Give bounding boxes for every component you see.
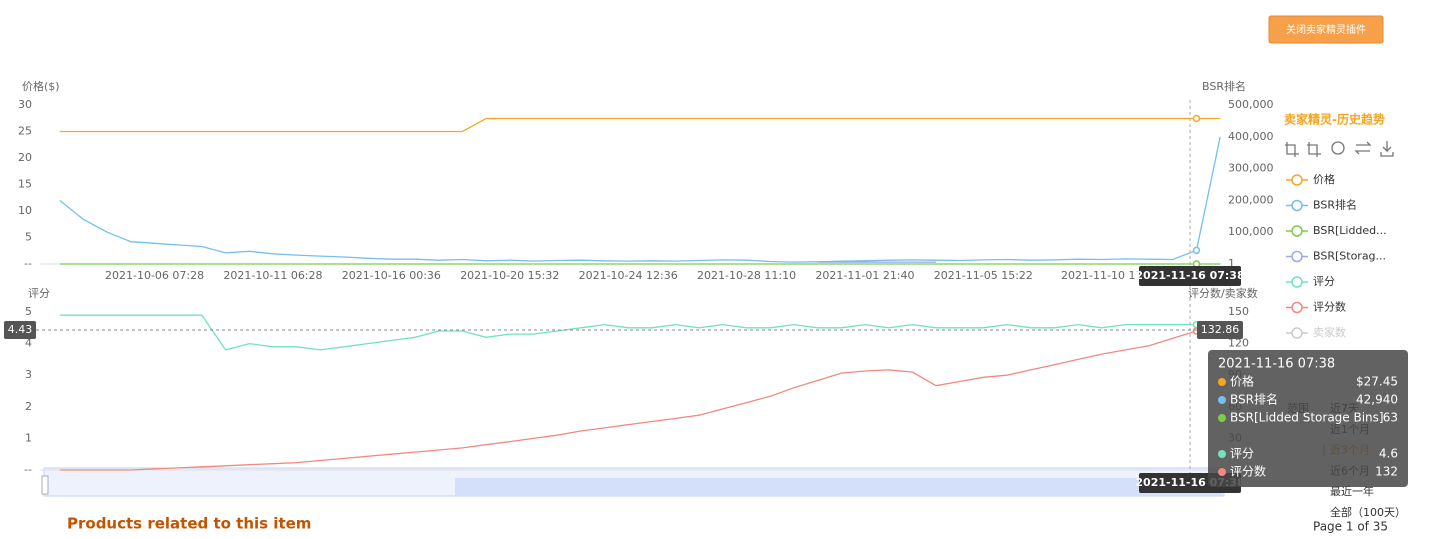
legend-icon (1291, 301, 1303, 314)
zoom-back-icon[interactable] (1307, 142, 1321, 157)
legend-icon (1291, 327, 1303, 339)
tooltip-name: 评分 (1230, 447, 1254, 461)
tooltip-dot (1218, 450, 1226, 458)
restore-icon[interactable] (1331, 141, 1345, 155)
x-tick-label: 2021-10-24 12:36 (579, 269, 678, 282)
y2-axis-name: 评分数/卖家数 (1188, 286, 1258, 300)
tooltip-dot (1218, 396, 1226, 404)
y2-tick-label: 1 (1228, 257, 1235, 270)
tooltip-dot (1218, 378, 1226, 386)
x-tick-label: 2021-10-20 15:32 (460, 269, 559, 282)
pointer-label: 2021-11-16 07:38 (1135, 269, 1244, 282)
legend-item[interactable]: 评分 (1313, 275, 1335, 288)
series-line (59, 314, 1221, 351)
series-line (59, 136, 1221, 263)
pointer-label: 132.86 (1201, 323, 1240, 336)
series-line (59, 117, 1221, 133)
y-tick-label: 15 (18, 178, 32, 191)
y2-tick-label: 500,000 (1228, 98, 1274, 111)
legend-icon (1291, 199, 1303, 212)
zoom-icon[interactable] (1285, 142, 1299, 157)
y2-axis-name: BSR排名 (1202, 79, 1246, 93)
y-tick-label: 4 (25, 337, 32, 350)
y-axis-name: 价格($) (22, 79, 60, 93)
pointer-label-bg (4, 321, 36, 340)
range-option[interactable]: 全部（100天） (1330, 505, 1406, 519)
tooltip-name: 评分数 (1230, 464, 1266, 479)
y-tick-label: 20 (18, 151, 32, 164)
hover-marker (1192, 114, 1201, 123)
x-tick-label: 2021-10-06 07:28 (105, 269, 204, 282)
tooltip-value: 42,940 (1356, 393, 1398, 407)
y-tick-label: 1 (25, 431, 32, 444)
range-option[interactable]: 最近一年 (1330, 484, 1374, 498)
tooltip (1208, 350, 1408, 487)
y-tick-label: 3 (25, 368, 32, 381)
pagination: Page 1 of 35 (1313, 520, 1388, 534)
download-icon[interactable] (1380, 141, 1394, 157)
x-tick-label: 2021-11-10 17 (1061, 269, 1142, 282)
pointer-label-bg (1139, 266, 1241, 286)
tooltip-name: BSR排名 (1230, 392, 1278, 407)
y2-tick-label: 120 (1228, 337, 1249, 350)
legend-item[interactable]: 价格 (1313, 172, 1335, 186)
y-tick-label: 10 (18, 204, 32, 217)
x-tick-label: 2021-10-11 06:28 (223, 269, 322, 282)
y-tick-label: 5 (25, 305, 32, 318)
toolbox (1285, 141, 1394, 157)
y-tick-label: 30 (18, 98, 32, 111)
x-tick-label: 2021-11-01 21:40 (815, 269, 914, 282)
x-tick-label: 2021-10-28 11:10 (697, 269, 796, 282)
legend-icon (1291, 174, 1303, 186)
y-tick-label: 25 (18, 125, 32, 138)
y2-tick-label: 100,000 (1228, 225, 1274, 238)
legend-icon (1291, 225, 1303, 237)
legend-icon (1291, 276, 1303, 288)
y-tick-label: 2 (25, 400, 32, 413)
close-button-label[interactable]: 关闭卖家精灵插件 (1286, 23, 1366, 36)
legend-item[interactable]: 评分数 (1313, 301, 1346, 314)
y-tick-label: 5 (25, 231, 32, 244)
tooltip-name: 价格 (1230, 374, 1254, 389)
pointer-label-bg (1197, 321, 1243, 340)
tooltip-dot (1218, 414, 1226, 422)
y2-tick-label: 400,000 (1228, 130, 1274, 143)
legend-icon (1291, 250, 1303, 263)
y2-tick-label: 200,000 (1228, 193, 1274, 206)
series-line (59, 330, 1221, 471)
y-axis-name: 评分 (28, 287, 50, 300)
related-products: Products related to this item (67, 515, 311, 533)
close-button[interactable] (1268, 15, 1384, 44)
x-tick-label: 2021-10-16 00:36 (342, 269, 441, 282)
tooltip-value: 63 (1383, 411, 1398, 425)
zoom-selection[interactable] (455, 478, 1222, 496)
y2-tick-label: 150 (1228, 305, 1249, 318)
tooltip-value: $27.45 (1356, 375, 1398, 389)
zoom-handle[interactable] (41, 475, 49, 495)
legend-title: 卖家精灵-历史趋势 (1284, 112, 1385, 127)
legend-item[interactable]: 卖家数 (1313, 325, 1346, 339)
legend-item[interactable]: BSR[Storag... (1313, 250, 1386, 263)
y-tick-label: -- (24, 257, 32, 270)
tooltip-value: 132 (1375, 465, 1398, 479)
pointer-label: 4.43 (8, 323, 33, 336)
tooltip-value: 4.6 (1379, 447, 1398, 461)
legend-item[interactable]: BSR排名 (1313, 198, 1357, 212)
tooltip-name: BSR[Lidded Storage Bins] (1230, 411, 1384, 425)
tooltip-dot (1218, 468, 1226, 476)
tooltip-title: 2021-11-16 07:38 (1218, 357, 1335, 372)
legend-item[interactable]: BSR[Lidded... (1313, 224, 1387, 237)
y2-tick-label: 300,000 (1228, 162, 1274, 175)
switch-icon[interactable] (1354, 141, 1372, 155)
hover-marker (1192, 246, 1201, 255)
y-tick-label: -- (24, 463, 32, 476)
x-tick-label: 2021-11-05 15:22 (934, 269, 1033, 282)
